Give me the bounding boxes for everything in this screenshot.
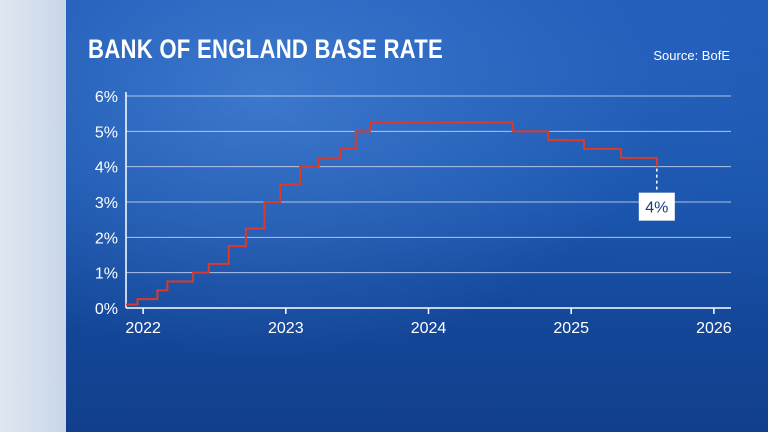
x-tick-label: 2025 [553,320,589,337]
chart-title: BANK OF ENGLAND BASE RATE [88,34,444,64]
y-tick-label: 2% [95,230,118,247]
gridlines [126,95,731,274]
annotations: 4% [638,168,675,221]
y-tick-label: 6% [95,89,118,106]
x-tick-label: 2023 [268,320,304,337]
annotation-label: 4% [645,200,668,217]
source-label: Source: BofE [653,48,730,63]
y-tick-label: 3% [95,195,118,212]
y-tick-label: 0% [95,301,118,318]
series [126,121,658,306]
axes [125,92,731,314]
x-tick-label: 2026 [696,320,732,337]
y-tick-label: 1% [95,266,118,283]
background-left-strip [0,0,66,432]
x-tick-label: 2024 [411,320,447,337]
x-tick-label: 2022 [125,320,161,337]
rate-step-line [126,121,658,306]
annotation-box [638,192,675,221]
y-tick-label: 4% [95,160,118,177]
tick-labels: 0% 1% 2% 3% 4% 5% 6% 2022 2023 2024 2025 2026 [95,89,732,337]
y-tick-label: 5% [95,124,118,141]
